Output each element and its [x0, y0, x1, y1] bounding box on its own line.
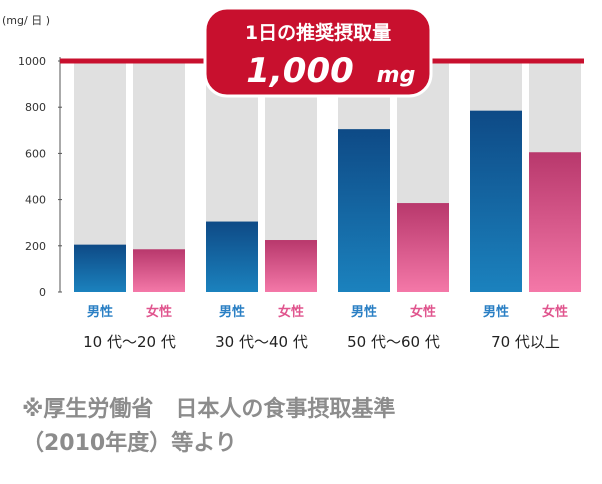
source-note: ※厚生労働省 日本人の食事摂取基準 （2010年度）等より — [22, 393, 395, 461]
gender-label: 女性 — [146, 304, 172, 320]
y-tick-label: 0 — [39, 286, 46, 299]
callout-badge — [203, 6, 433, 98]
source-line-1: ※厚生労働省 日本人の食事摂取基準 — [22, 397, 396, 422]
bar-male — [470, 110, 522, 292]
y-tick-label: 800 — [25, 101, 46, 114]
callout-unit: mg — [377, 63, 416, 88]
y-tick-label: 200 — [25, 240, 46, 253]
gender-label: 女性 — [410, 304, 436, 320]
gender-label: 男性 — [87, 304, 113, 320]
bar-male — [206, 221, 258, 292]
bar-female — [265, 240, 317, 292]
y-tick-label: 600 — [25, 147, 46, 160]
gender-label: 男性 — [219, 304, 245, 320]
gender-label: 男性 — [351, 304, 377, 320]
source-line-2: （2010年度）等より — [22, 431, 237, 456]
age-group-label: 10 代〜20 代 — [83, 333, 176, 351]
bar-male — [74, 244, 126, 292]
gender-label: 女性 — [278, 304, 304, 320]
gender-label: 男性 — [483, 304, 509, 320]
reference-callout: 1日の推奨摂取量 1,000 mg — [203, 6, 433, 98]
bar-chart: (mg/ 日 ) 0 200 400 600 800 1000 1日の推奨摂取量 1,00… — [2, 6, 584, 351]
age-group-label: 50 代〜60 代 — [347, 333, 440, 351]
age-group-label: 70 代以上 — [491, 333, 560, 351]
bar-female — [133, 249, 185, 292]
callout-value: 1,000 — [246, 51, 354, 91]
age-group-label: 30 代〜40 代 — [215, 333, 308, 351]
bar-female — [529, 152, 581, 292]
callout-title: 1日の推奨摂取量 — [245, 21, 391, 44]
y-tick-label: 1000 — [18, 55, 46, 68]
bar-male — [338, 129, 390, 292]
bar-female — [397, 203, 449, 292]
y-unit-label: (mg/ 日 ) — [2, 14, 50, 27]
y-tick-label: 400 — [25, 194, 46, 207]
gender-label: 女性 — [542, 304, 568, 320]
